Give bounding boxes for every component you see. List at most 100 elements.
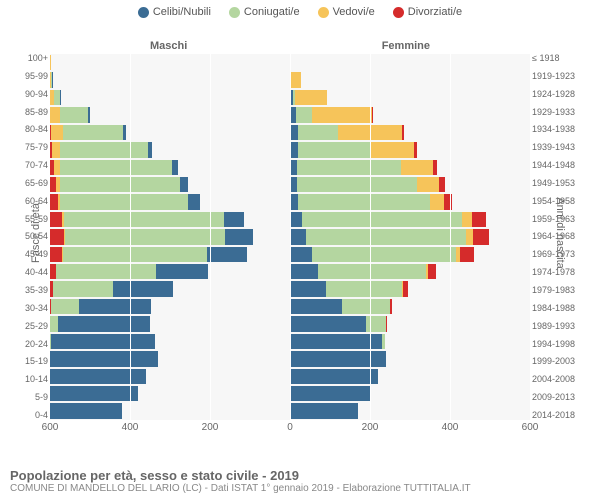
segment-coniugati — [296, 107, 312, 122]
female-bar — [290, 55, 530, 70]
birth-label: 1949-1953 — [532, 179, 586, 188]
gridline — [450, 54, 451, 420]
segment-divorziati — [50, 229, 64, 244]
x-tick: 200 — [202, 422, 219, 433]
birth-label: 1919-1923 — [532, 72, 586, 81]
segment-celibi — [290, 386, 370, 401]
chart-footer: Popolazione per età, sesso e stato civil… — [10, 468, 471, 494]
age-label: 60-64 — [18, 197, 48, 206]
segment-celibi — [290, 334, 382, 349]
legend-item: Coniugati/e — [229, 6, 300, 18]
segment-coniugati — [65, 229, 225, 244]
segment-celibi — [79, 299, 151, 314]
birth-label: 1989-1993 — [532, 322, 586, 331]
segment-coniugati — [366, 316, 386, 331]
birth-label: 2009-2013 — [532, 393, 586, 402]
x-tick: 600 — [42, 422, 59, 433]
legend-label: Coniugati/e — [244, 6, 300, 18]
female-bar — [290, 386, 530, 401]
segment-vedovi — [466, 229, 473, 244]
age-label: 5-9 — [18, 393, 48, 402]
segment-vedovi — [295, 90, 327, 105]
female-bar — [290, 299, 530, 314]
birth-label: 1954-1958 — [532, 197, 586, 206]
segment-vedovi — [417, 177, 439, 192]
segment-celibi — [290, 160, 297, 175]
legend-swatch — [393, 7, 404, 18]
segment-celibi — [290, 194, 298, 209]
female-bar — [290, 212, 530, 227]
segment-vedovi — [51, 125, 63, 140]
segment-celibi — [50, 351, 158, 366]
female-bar — [290, 107, 530, 122]
segment-celibi — [290, 264, 318, 279]
age-label: 55-59 — [18, 215, 48, 224]
population-pyramid-chart: Maschi Femmine Fasce di età Anni di nasc… — [0, 18, 600, 448]
segment-celibi — [58, 316, 150, 331]
female-bar — [290, 247, 530, 262]
female-bar — [290, 72, 530, 87]
birth-label: 1959-1963 — [532, 215, 586, 224]
plot-area — [50, 54, 530, 420]
age-label: 25-29 — [18, 322, 48, 331]
legend-item: Divorziati/e — [393, 6, 462, 18]
male-bar — [50, 90, 290, 105]
segment-celibi — [113, 281, 173, 296]
birth-label: 1974-1978 — [532, 268, 586, 277]
segment-divorziati — [402, 125, 404, 140]
birth-label: 1984-1988 — [532, 304, 586, 313]
chart-title: Popolazione per età, sesso e stato civil… — [10, 468, 471, 483]
age-label: 0-4 — [18, 411, 48, 420]
age-label: 90-94 — [18, 90, 48, 99]
male-bar — [50, 229, 290, 244]
birth-label: 1999-2003 — [532, 357, 586, 366]
age-label: 65-69 — [18, 179, 48, 188]
age-label: 40-44 — [18, 268, 48, 277]
segment-celibi — [51, 334, 155, 349]
segment-coniugati — [298, 125, 338, 140]
segment-coniugati — [53, 281, 113, 296]
segment-divorziati — [473, 229, 489, 244]
segment-celibi — [50, 369, 146, 384]
age-label: 45-49 — [18, 250, 48, 259]
segment-vedovi — [50, 107, 60, 122]
male-bar — [50, 299, 290, 314]
female-bar — [290, 264, 530, 279]
segment-coniugati — [298, 194, 430, 209]
segment-celibi — [148, 142, 152, 157]
female-bar — [290, 316, 530, 331]
age-label: 85-89 — [18, 108, 48, 117]
segment-celibi — [290, 247, 312, 262]
segment-celibi — [88, 107, 90, 122]
male-bar — [50, 281, 290, 296]
male-bar — [50, 351, 290, 366]
birth-label: 1969-1973 — [532, 250, 586, 259]
segment-celibi — [225, 229, 253, 244]
segment-coniugati — [318, 264, 426, 279]
x-tick: 400 — [442, 422, 459, 433]
segment-coniugati — [51, 299, 79, 314]
birth-label: 1934-1938 — [532, 125, 586, 134]
male-header: Maschi — [150, 40, 187, 52]
segment-vedovi — [370, 142, 414, 157]
age-label: 20-24 — [18, 340, 48, 349]
female-bar — [290, 334, 530, 349]
segment-divorziati — [428, 264, 436, 279]
female-bar — [290, 160, 530, 175]
legend-label: Celibi/Nubili — [153, 6, 211, 18]
segment-celibi — [156, 264, 208, 279]
chart-subtitle: COMUNE DI MANDELLO DEL LARIO (LC) - Dati… — [10, 483, 471, 494]
segment-coniugati — [63, 125, 123, 140]
segment-divorziati — [433, 160, 437, 175]
birth-label: 1964-1968 — [532, 232, 586, 241]
age-label: 80-84 — [18, 125, 48, 134]
segment-divorziati — [50, 194, 58, 209]
female-bar — [290, 90, 530, 105]
legend-swatch — [229, 7, 240, 18]
segment-celibi — [290, 177, 297, 192]
segment-divorziati — [439, 177, 445, 192]
gridline — [130, 54, 131, 420]
segment-celibi — [290, 281, 326, 296]
segment-celibi — [172, 160, 178, 175]
male-bar — [50, 386, 290, 401]
